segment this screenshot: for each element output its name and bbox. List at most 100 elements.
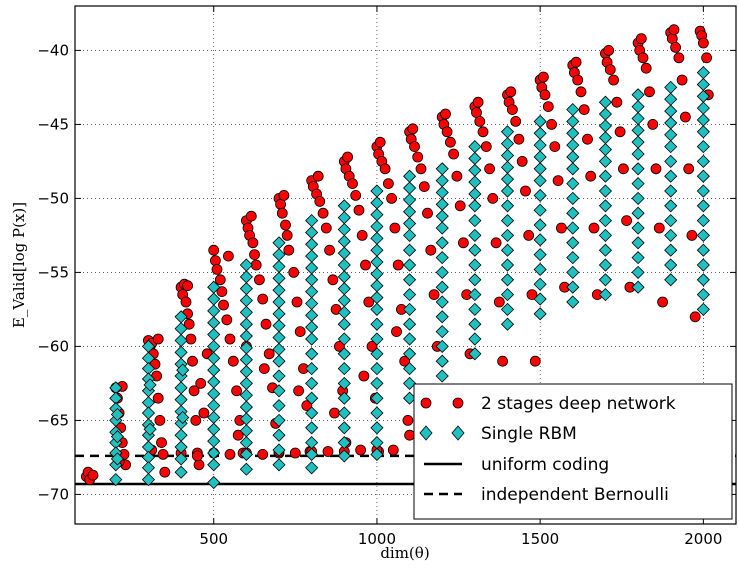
deep-network-point	[258, 363, 270, 375]
deep-network-point	[457, 237, 469, 249]
single-rbm-point	[337, 406, 351, 420]
single-rbm-point	[370, 332, 384, 346]
deep-network-point	[493, 296, 505, 308]
deep-network-point	[444, 136, 456, 148]
deep-network-point	[575, 86, 587, 98]
single-rbm-point	[533, 203, 547, 217]
deep-network-point	[572, 74, 584, 86]
deep-network-point	[355, 444, 367, 456]
single-rbm-point	[696, 154, 710, 168]
single-rbm-point	[598, 214, 612, 228]
single-rbm-point	[435, 295, 449, 309]
deep-network-point	[320, 222, 332, 234]
deep-network-point	[224, 448, 236, 460]
deep-network-point	[683, 163, 695, 175]
single-rbm-point	[598, 154, 612, 168]
deep-network-point	[288, 266, 300, 278]
deep-network-point	[294, 326, 306, 338]
deep-network-point	[87, 469, 99, 481]
single-rbm-point	[370, 302, 384, 316]
deep-network-point	[582, 133, 593, 145]
deep-network-point	[637, 52, 649, 64]
single-rbm-point	[468, 332, 482, 346]
x-axis-label: dim(θ)	[380, 544, 429, 562]
single-rbm-point	[500, 243, 515, 257]
single-rbm-point	[305, 406, 319, 420]
deep-network-point	[180, 296, 192, 308]
deep-network-point	[216, 286, 228, 298]
single-rbm-point	[176, 410, 190, 425]
deep-network-point	[552, 175, 564, 187]
deep-network-point	[640, 62, 652, 74]
deep-network-point	[232, 429, 244, 441]
deep-network-point	[231, 385, 243, 397]
single-rbm-point	[696, 125, 710, 139]
deep-network-point	[374, 136, 386, 148]
deep-network-point	[159, 466, 171, 478]
deep-network-point	[614, 126, 626, 138]
deep-network-point	[668, 24, 680, 36]
single-rbm-point	[370, 347, 384, 361]
single-rbm-point	[598, 273, 612, 287]
deep-network-point	[418, 181, 430, 193]
deep-network-point	[611, 96, 623, 108]
single-rbm-point	[403, 228, 417, 242]
deep-network-point	[578, 104, 590, 115]
deep-network-point	[350, 189, 362, 201]
deep-network-point	[404, 429, 416, 441]
deep-network-point	[182, 280, 194, 292]
single-rbm-point	[305, 376, 319, 390]
y-tick-label: −55	[37, 263, 69, 281]
single-rbm-point	[370, 317, 384, 331]
deep-network-point	[542, 101, 554, 112]
y-axis-label: E_Valid[log P(x)]	[10, 202, 28, 328]
legend-marker-deep-1	[420, 397, 432, 409]
single-rbm-point	[566, 251, 580, 265]
deep-network-point	[154, 414, 166, 426]
single-rbm-point	[566, 236, 580, 250]
single-rbm-point	[631, 265, 645, 279]
single-rbm-point	[533, 233, 547, 247]
deep-network-point	[647, 119, 659, 130]
legend-box	[413, 383, 733, 520]
single-rbm-point	[435, 236, 449, 250]
deep-network-point	[538, 71, 549, 83]
single-rbm-point	[272, 354, 286, 368]
deep-network-point	[327, 274, 339, 286]
deep-network-point	[409, 141, 420, 153]
legend: 2 stages deep network Single RBM uniform…	[413, 383, 733, 520]
deep-network-point	[698, 37, 709, 49]
single-rbm-point	[696, 140, 710, 154]
deep-network-point	[650, 163, 662, 175]
deep-network-point	[480, 141, 492, 153]
deep-network-point	[222, 250, 234, 262]
deep-network-point	[263, 348, 275, 360]
deep-network-point	[208, 244, 220, 256]
single-rbm-point	[468, 228, 482, 242]
single-rbm-point	[696, 288, 710, 302]
single-rbm-point	[696, 302, 710, 316]
single-rbm-point	[664, 228, 678, 242]
deep-network-point	[529, 355, 541, 367]
single-rbm-point	[664, 199, 678, 213]
deep-network-point	[399, 355, 411, 367]
single-rbm-point	[305, 362, 319, 376]
deep-network-point	[183, 318, 195, 330]
deep-network-point	[152, 392, 164, 404]
deep-network-point	[585, 170, 597, 182]
deep-network-point	[276, 207, 288, 219]
deep-network-point	[389, 222, 401, 234]
deep-network-point	[185, 333, 197, 345]
single-rbm-point	[272, 458, 286, 472]
single-rbm-point	[370, 447, 384, 462]
deep-network-point	[291, 296, 303, 308]
single-rbm-point	[403, 273, 417, 287]
single-rbm-point	[631, 251, 645, 265]
single-rbm-point	[631, 191, 645, 205]
single-rbm-point	[403, 317, 417, 331]
single-rbm-point	[500, 288, 515, 302]
single-rbm-point	[664, 214, 678, 228]
single-rbm-point	[370, 362, 384, 376]
deep-network-point	[211, 263, 223, 275]
single-rbm-point	[664, 273, 678, 287]
